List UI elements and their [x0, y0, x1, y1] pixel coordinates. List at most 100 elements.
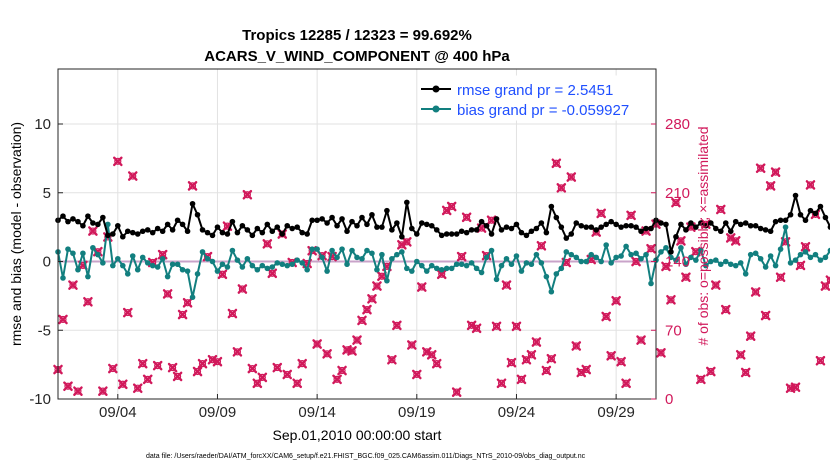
obs-possible-marker — [602, 312, 610, 321]
obs-assimilated-marker — [790, 382, 801, 393]
bias-point — [164, 273, 171, 280]
rmse-point — [414, 231, 420, 237]
bias-point — [329, 247, 335, 254]
bias-point — [503, 255, 510, 262]
bias-point — [194, 271, 201, 277]
rmse-point — [443, 231, 450, 237]
obs-possible-marker — [712, 281, 720, 289]
obs-possible-marker — [313, 340, 321, 348]
rmse-point — [334, 222, 340, 229]
rmse-point — [423, 221, 430, 228]
obs-assimilated-marker — [397, 240, 407, 250]
obs-assimilated-marker — [696, 374, 706, 385]
obs-assimilated-marker — [646, 243, 656, 254]
obs-assimilated-marker — [765, 181, 776, 191]
bias-point — [184, 268, 191, 274]
legend-rmse-marker — [432, 85, 440, 93]
y-axis-label: rmse and bias (model - observation) — [8, 122, 24, 346]
obs-possible-marker — [816, 357, 825, 365]
rmse-point — [633, 224, 639, 230]
obs-possible-marker — [243, 191, 251, 199]
bias-point — [249, 262, 256, 269]
x-axis-ticks: 09/04 09/09 09/14 09/19 09/24 09/29 — [99, 394, 635, 421]
rmse-point — [159, 228, 166, 235]
rmse-point — [523, 232, 530, 239]
bias-point — [792, 257, 799, 263]
obs-possible-marker — [154, 362, 162, 370]
obs-assimilated-marker — [232, 347, 243, 357]
obs-assimilated-marker — [322, 349, 332, 359]
rmse-point — [713, 225, 719, 232]
rmse-point — [404, 199, 410, 206]
bias-point — [174, 261, 181, 268]
obs-possible-marker — [169, 363, 177, 372]
rmse-point — [229, 218, 236, 225]
bias-point — [209, 258, 216, 265]
bias-point — [573, 254, 580, 261]
obs-assimilated-marker — [571, 341, 582, 351]
rmse-point — [379, 224, 385, 230]
bias-point — [264, 265, 271, 272]
rmse-point — [678, 221, 684, 228]
rmse-point — [369, 211, 375, 218]
obs-possible-marker — [99, 387, 107, 395]
rmse-point — [124, 228, 131, 235]
bias-point — [389, 255, 395, 262]
obs-assimilated-marker — [611, 295, 621, 306]
rmse-point — [528, 228, 535, 235]
obs-assimilated-marker — [292, 378, 302, 389]
obs-possible-marker — [373, 282, 381, 290]
rmse-point — [767, 228, 774, 235]
obs-possible-marker — [796, 261, 805, 270]
obs-assimilated-marker — [581, 364, 592, 375]
rmse-point — [503, 224, 510, 230]
obs-possible-marker — [492, 322, 501, 330]
obs-possible-marker — [453, 388, 461, 396]
bias-point — [558, 265, 565, 272]
obs-assimilated-marker — [407, 340, 417, 350]
rmse-point — [588, 224, 595, 230]
bias-point — [598, 258, 604, 265]
obs-assimilated-marker — [715, 204, 726, 215]
obs-assimilated-marker — [536, 240, 547, 251]
bias-point — [349, 247, 355, 254]
obs-possible-marker — [124, 308, 132, 317]
obs-possible-marker — [567, 173, 575, 181]
bias-point — [95, 251, 101, 258]
rmse-point — [777, 217, 784, 224]
bias-point — [762, 264, 769, 270]
obs-possible-marker — [258, 373, 266, 381]
obs-possible-marker — [238, 285, 246, 293]
bias-point — [742, 271, 749, 277]
bias-point — [319, 254, 325, 261]
bias-point — [75, 266, 81, 273]
obs-assimilated-marker — [108, 363, 118, 374]
rmse-point — [314, 217, 320, 224]
rmse-point — [60, 213, 66, 219]
bias-point — [179, 266, 186, 273]
obs-assimilated-marker — [671, 197, 681, 208]
obs-possible-marker — [632, 257, 640, 266]
rmse-point — [448, 231, 455, 237]
rmse-point — [673, 233, 679, 240]
obs-possible-marker — [662, 262, 670, 271]
obs-assimilated-marker — [282, 369, 293, 380]
rmse-point — [309, 217, 315, 224]
obs-assimilated-marker — [431, 358, 442, 369]
obs-assimilated-marker — [661, 261, 671, 272]
obs-possible-marker — [527, 351, 536, 359]
obs-assimilated-marker — [725, 233, 736, 243]
rmse-point — [648, 225, 654, 232]
rmse-point — [663, 221, 669, 228]
legend-rmse-label: rmse grand pr = 2.5451 — [457, 82, 613, 99]
rmse-point — [279, 231, 286, 237]
bias-point — [144, 260, 151, 266]
rmse-point — [732, 218, 739, 225]
obs-assimilated-marker — [735, 350, 746, 360]
rmse-point — [812, 210, 819, 217]
obs-possible-marker — [268, 269, 276, 277]
obs-possible-marker — [283, 370, 291, 379]
bias-point — [638, 255, 644, 262]
rmse-point — [254, 225, 261, 232]
